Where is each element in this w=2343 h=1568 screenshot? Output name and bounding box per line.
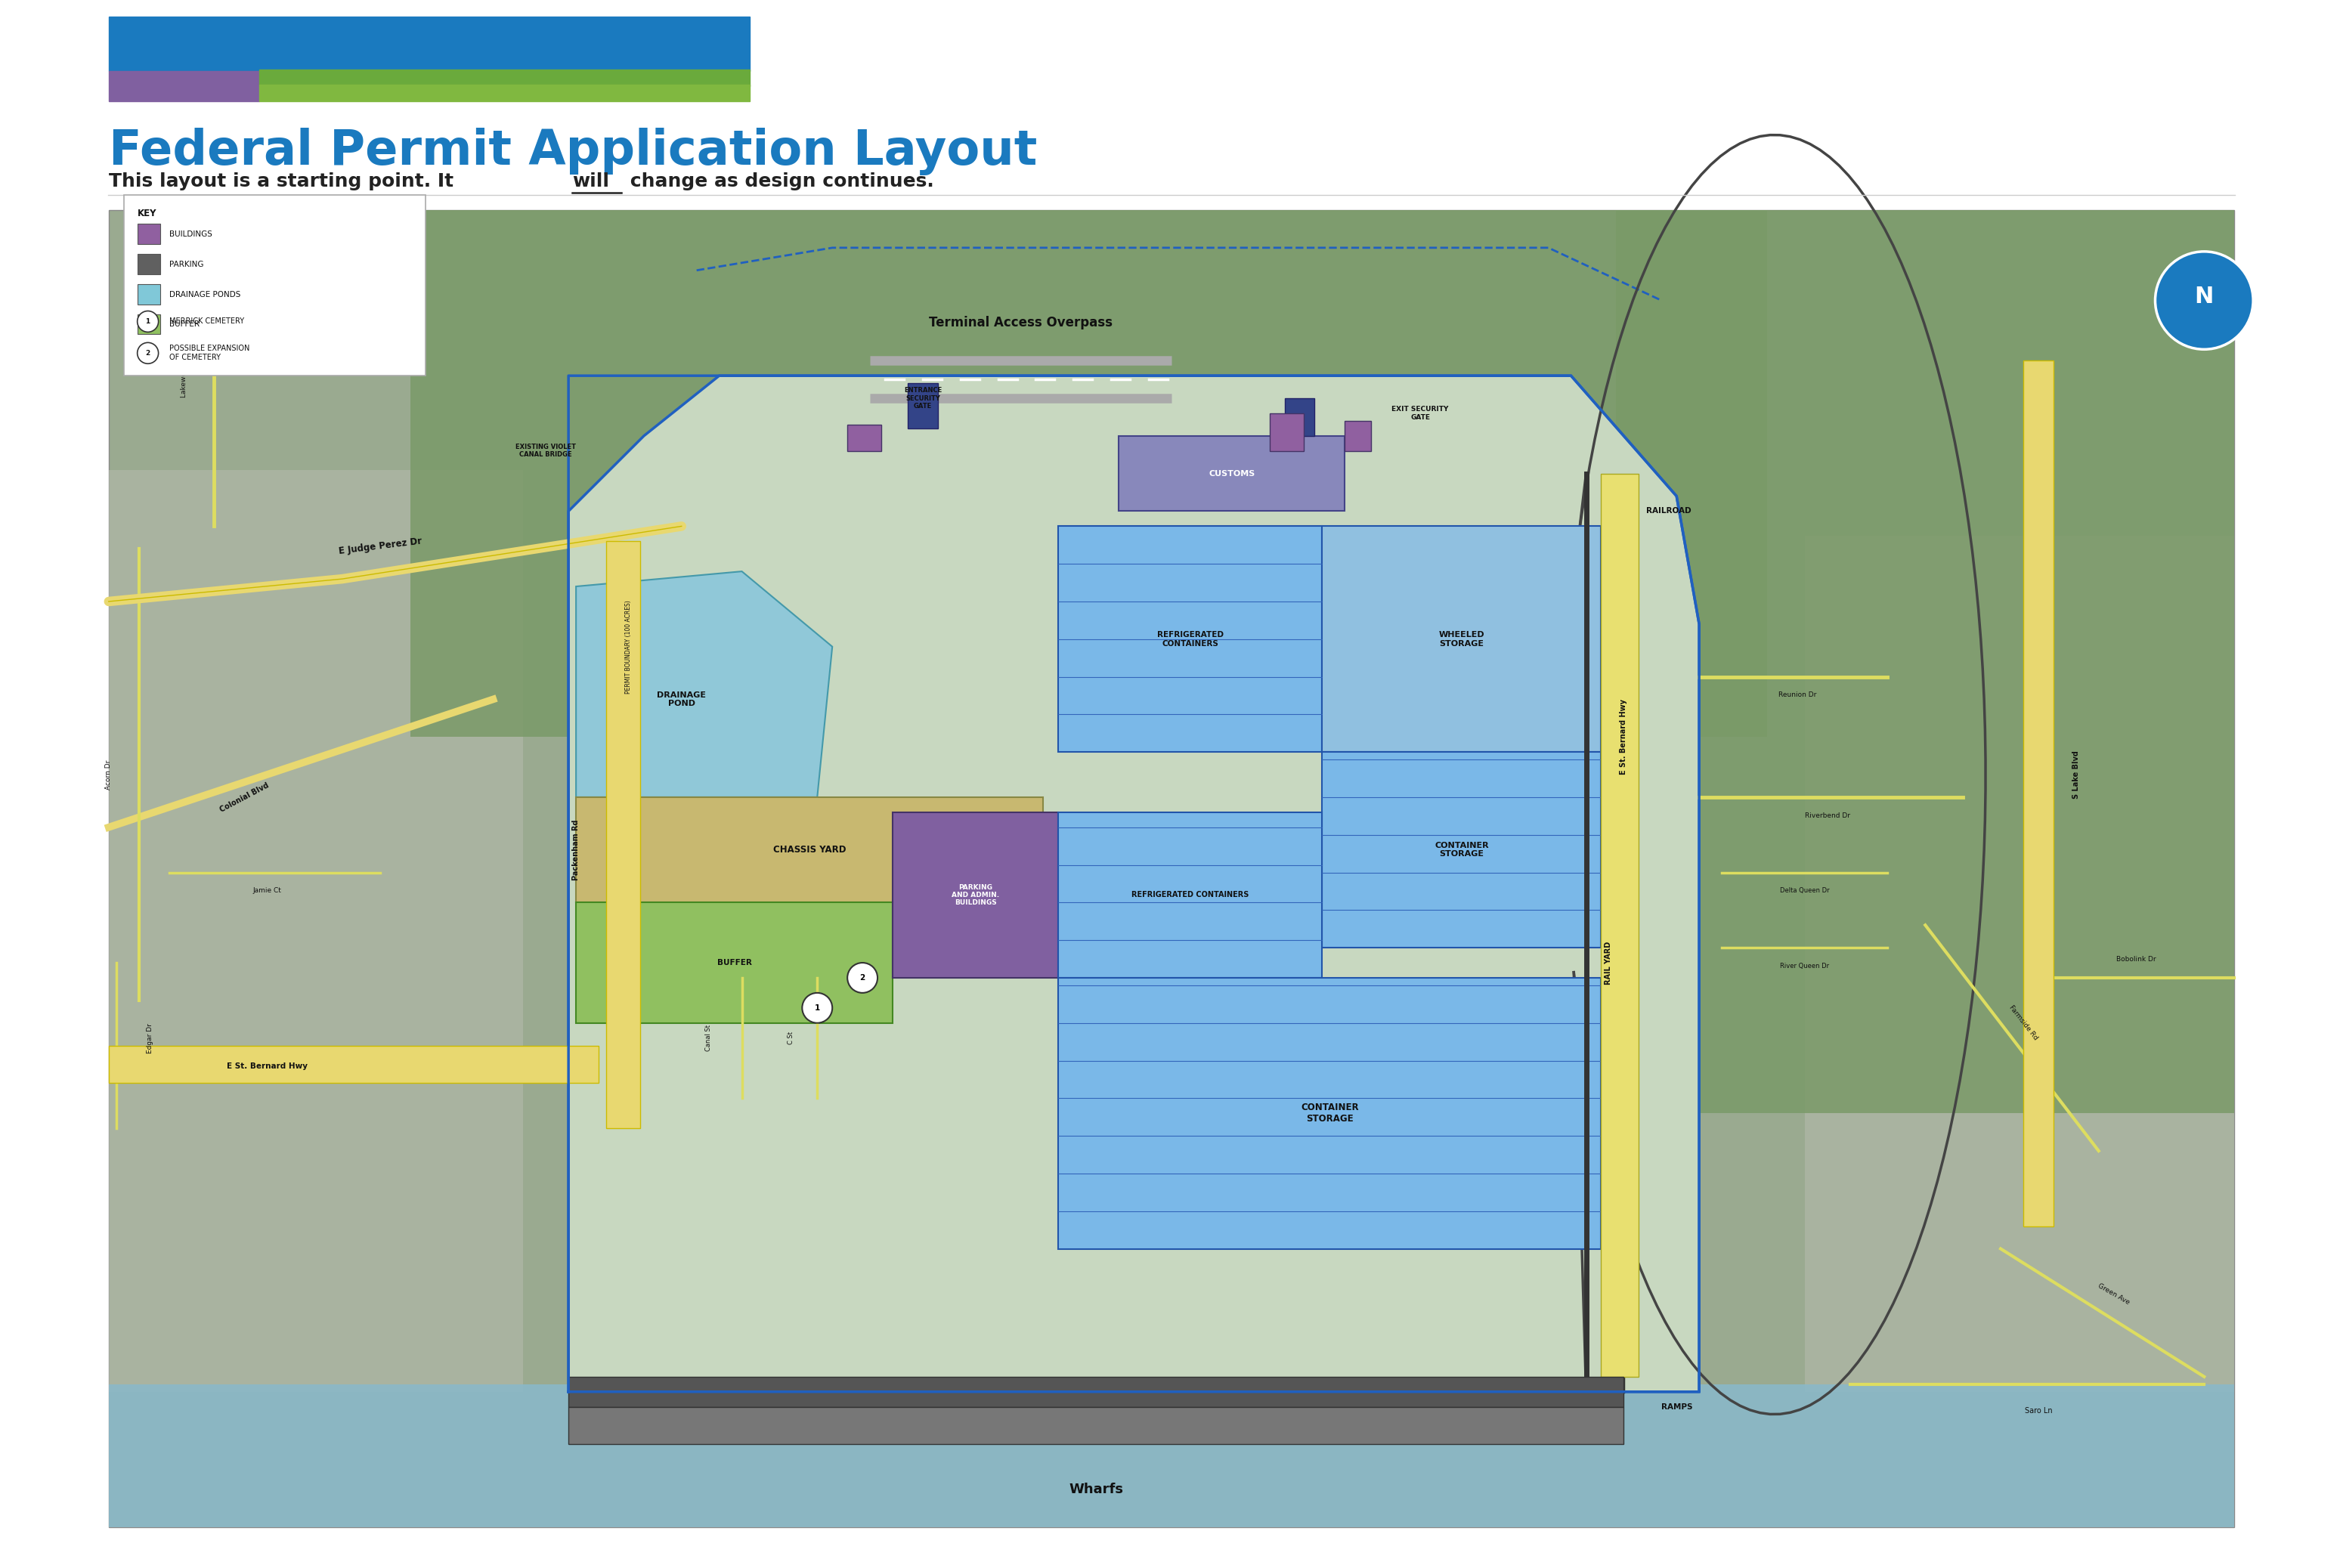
Text: MERRICK CEMETERY: MERRICK CEMETERY [169,318,244,325]
Text: River Queen Dr: River Queen Dr [1781,963,1830,969]
Text: REFRIGERATED CONTAINERS: REFRIGERATED CONTAINERS [1132,891,1249,898]
Text: CONTAINER
STORAGE: CONTAINER STORAGE [1434,842,1488,858]
Bar [108,1385,2235,1527]
Bar [848,425,881,452]
Circle shape [138,310,159,332]
Text: POSSIBLE EXPANSION
OF CEMETERY: POSSIBLE EXPANSION OF CEMETERY [169,345,248,361]
Text: Delta Queen Dr: Delta Queen Dr [1781,887,1830,894]
Text: DRAINAGE PONDS: DRAINAGE PONDS [169,290,241,298]
Text: CHASSIS YARD: CHASSIS YARD [773,845,846,855]
Bar [108,17,750,71]
Text: REFRIGERATED
CONTAINERS: REFRIGERATED CONTAINERS [1157,630,1223,648]
Text: Farmside Rd: Farmside Rd [2008,1005,2038,1041]
Bar [607,541,640,1129]
Bar [138,254,159,274]
Text: E St. Bernard Hwy: E St. Bernard Hwy [1619,699,1628,775]
Bar [108,71,260,100]
Text: WHEELED
STORAGE: WHEELED STORAGE [1439,630,1485,648]
Bar [260,85,750,100]
Circle shape [848,963,879,993]
Polygon shape [569,376,1699,1392]
Bar [1617,210,2235,1113]
Text: CUSTOMS: CUSTOMS [1209,470,1256,477]
Text: PARKING: PARKING [169,260,204,268]
Text: EXISTING VIOLET
CANAL BRIDGE: EXISTING VIOLET CANAL BRIDGE [515,444,576,458]
Text: 2: 2 [860,974,865,982]
Text: Federal Permit Application Layout: Federal Permit Application Layout [108,127,1038,176]
Text: S Lake Blvd: S Lake Blvd [2071,751,2081,798]
Text: Wharfs: Wharfs [1068,1483,1122,1496]
Text: will: will [572,172,609,191]
Bar [1270,414,1303,452]
Text: This layout is a starting point. It: This layout is a starting point. It [108,172,459,191]
Text: E Judge Perez Dr: E Judge Perez Dr [337,536,422,557]
Text: Saro Ln: Saro Ln [2024,1406,2052,1414]
Circle shape [801,993,832,1022]
Bar [1600,474,1638,1377]
Circle shape [2156,251,2254,350]
Text: ENTRANCE
SECURITY
GATE: ENTRANCE SECURITY GATE [904,387,942,409]
Text: BUFFER: BUFFER [717,960,752,966]
Text: Packenham Rd: Packenham Rd [572,820,579,880]
Text: DRAINAGE
POND: DRAINAGE POND [656,691,705,707]
Text: BUFFER: BUFFER [169,321,199,328]
Text: KEY: KEY [138,209,157,218]
Text: BUILDINGS: BUILDINGS [169,230,211,238]
Bar [907,383,937,428]
Text: Edgar Dr: Edgar Dr [145,1022,152,1054]
Text: RAIL YARD: RAIL YARD [1605,941,1612,985]
Bar [108,210,2235,1527]
Bar [569,1377,1624,1406]
Text: EXIT SECURITY
GATE: EXIT SECURITY GATE [1392,406,1448,420]
Text: Colonial Blvd: Colonial Blvd [218,781,269,814]
Circle shape [138,342,159,364]
Bar [569,1406,1624,1444]
Text: Reunion Dr: Reunion Dr [1778,691,1816,699]
Text: RAILROAD: RAILROAD [1647,508,1692,514]
Polygon shape [893,812,1059,978]
Polygon shape [1321,753,1600,947]
Text: Riverbend Dr: Riverbend Dr [1804,812,1851,818]
Bar [108,470,522,1392]
Text: 1: 1 [145,318,150,325]
Bar [138,284,159,304]
Text: 2: 2 [145,350,150,356]
Text: Green Ave: Green Ave [2097,1283,2130,1306]
Bar [1804,536,2235,1392]
Text: Canal St: Canal St [705,1025,712,1051]
Bar [410,210,1767,737]
Text: Terminal Access Overpass: Terminal Access Overpass [928,317,1113,329]
Bar [108,1046,597,1083]
Text: Jamie Ct: Jamie Ct [253,887,281,894]
Polygon shape [1059,812,1321,978]
Text: C St: C St [787,1032,794,1044]
Text: Bobolink Dr: Bobolink Dr [2116,956,2156,963]
Polygon shape [1059,527,1321,753]
Bar [138,224,159,245]
Polygon shape [576,571,832,797]
Text: Lakewood Dr: Lakewood Dr [180,353,187,398]
Text: Acorn Dr: Acorn Dr [105,760,112,789]
Bar [260,69,750,86]
Text: RAMPS: RAMPS [1661,1403,1694,1411]
Text: 1: 1 [815,1004,820,1011]
Bar [1345,420,1371,452]
Text: PARKING
AND ADMIN.
BUILDINGS: PARKING AND ADMIN. BUILDINGS [951,884,1000,906]
Bar [1284,398,1314,436]
Polygon shape [576,797,1043,903]
Polygon shape [1118,436,1345,511]
Bar [138,314,159,334]
Polygon shape [1059,978,1600,1248]
Text: PERMIT BOUNDARY (100 ACRES): PERMIT BOUNDARY (100 ACRES) [626,601,633,693]
Text: change as design continues.: change as design continues. [623,172,935,191]
Text: N: N [2195,285,2214,307]
FancyBboxPatch shape [124,194,426,376]
Polygon shape [576,903,893,1022]
Bar [2024,361,2052,1226]
Polygon shape [1321,527,1600,753]
Text: CONTAINER
STORAGE: CONTAINER STORAGE [1300,1102,1359,1124]
Text: E St. Bernard Hwy: E St. Bernard Hwy [227,1063,307,1071]
